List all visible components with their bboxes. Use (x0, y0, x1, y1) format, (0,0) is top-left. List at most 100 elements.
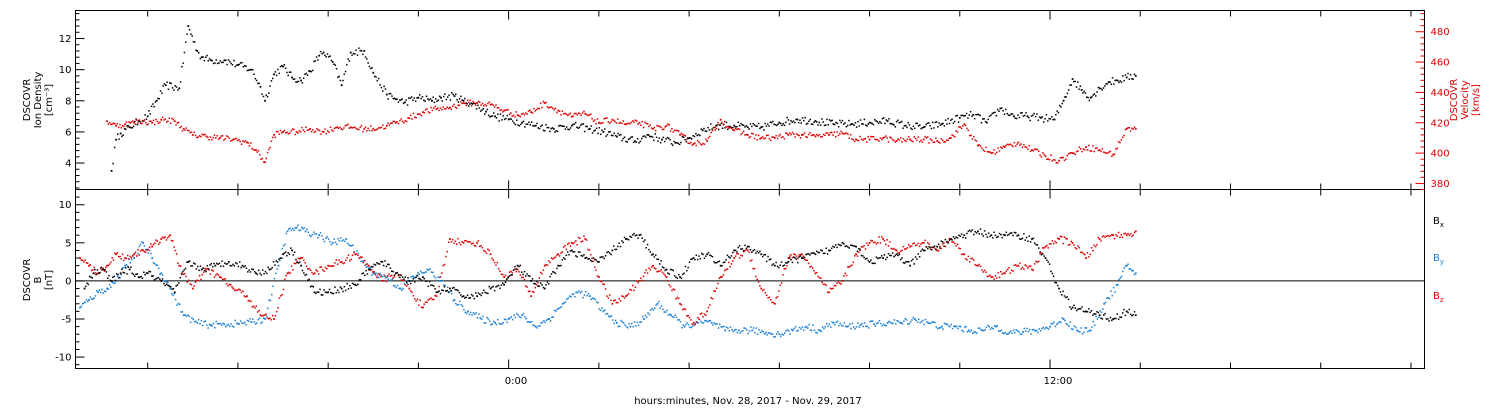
density-series-point (581, 123, 583, 125)
velocity-series-point (1066, 154, 1068, 157)
bz-series-point (963, 253, 966, 256)
by-series-point (337, 237, 339, 240)
density-series-point (346, 64, 348, 66)
velocity-series-point (790, 133, 792, 136)
by-series-point (721, 326, 724, 328)
bx-series-point (640, 233, 642, 236)
velocity-series-point (394, 121, 397, 124)
by-series-point (970, 329, 973, 331)
by-series-point (1070, 328, 1073, 330)
density-series-point (296, 81, 298, 83)
density-series-point (193, 41, 196, 43)
by-series-point (670, 314, 672, 317)
by-series-point (681, 326, 683, 329)
bx-series-point (255, 272, 257, 275)
density-series-point (290, 71, 292, 73)
density-series-point (1100, 87, 1102, 90)
density-series-point (925, 123, 928, 126)
by-series-point (509, 317, 511, 319)
bz-series-point (870, 239, 872, 242)
bx-series-point (931, 248, 933, 251)
by-series-point (541, 321, 544, 324)
density-series-point (560, 125, 563, 127)
bx-series-point (103, 269, 105, 271)
by-series-point (480, 318, 483, 320)
density-series-point (178, 87, 181, 90)
field-axis-title: DSCOVR B [nT] (22, 259, 55, 302)
bx-series-point (989, 235, 991, 238)
velocity-series-point (964, 124, 967, 127)
velocity-series-point (847, 133, 849, 135)
velocity-series-point (1109, 150, 1112, 153)
velocity-series-point (912, 140, 914, 143)
bx-series-point (862, 255, 864, 257)
bx-series-point (152, 275, 154, 277)
density-series-point (206, 54, 208, 57)
density-series-point (766, 123, 769, 125)
by-series-point (643, 318, 645, 320)
by-series-point (494, 321, 496, 324)
bx-series-point (369, 268, 371, 271)
bx-series-point (1062, 290, 1064, 293)
bx-series-point (416, 274, 419, 277)
density-series-point (494, 115, 496, 118)
bx-series-point (194, 263, 196, 265)
by-series-point (505, 318, 507, 321)
bz-series-point (572, 242, 574, 245)
density-series-point (968, 114, 971, 116)
bx-series-point (948, 239, 951, 241)
by-series-point (243, 321, 246, 324)
density-series-point (349, 51, 352, 54)
bz-series-point (488, 249, 490, 252)
by-series-point (475, 312, 477, 314)
by-series-point (418, 273, 421, 275)
bx-series-point (432, 285, 435, 287)
density-series-point (955, 115, 957, 117)
bz-series-point (579, 237, 581, 240)
bx-series-point (889, 254, 891, 257)
density-series-point (953, 120, 956, 123)
velocity-series-point (807, 133, 810, 136)
velocity-series-point (242, 140, 244, 142)
density-series-point (603, 128, 606, 130)
density-series-point (843, 123, 845, 125)
by-series-point (226, 324, 228, 327)
velocity-series-point (763, 137, 765, 140)
by-series-point (1083, 331, 1085, 334)
bz-series-point (1062, 242, 1064, 245)
by-series-point (877, 322, 879, 324)
by-series-point (662, 308, 664, 311)
bx-series-point (99, 271, 101, 274)
bz-series-point (832, 287, 834, 290)
velocity-series-point (878, 140, 880, 142)
bx-series-point (148, 270, 150, 273)
velocity-series-point (718, 123, 721, 126)
bx-series-point (748, 245, 750, 248)
bx-series-point (276, 261, 279, 263)
density-series-point (128, 126, 131, 129)
velocity-series-point (646, 123, 649, 125)
velocity-series-point (1008, 144, 1010, 146)
density-series-point (609, 131, 611, 133)
bz-series-point (142, 249, 145, 252)
velocity-series-point (266, 151, 269, 154)
velocity-series-point (537, 107, 539, 110)
by-series-point (137, 253, 139, 255)
velocity-series-point (1033, 148, 1036, 150)
bz-series-point (1089, 253, 1091, 256)
bx-series-point (1074, 307, 1077, 309)
by-series-point (297, 224, 299, 226)
bz-series-point (1066, 238, 1068, 240)
bz-series-point (737, 253, 740, 255)
density-series-point (397, 101, 400, 103)
velocity-series-point (602, 121, 604, 124)
by-series-point (798, 326, 801, 329)
velocity-series-point (542, 100, 545, 103)
velocity-series-point (890, 137, 892, 139)
by-series-point (273, 277, 276, 280)
by-series-point (377, 276, 380, 279)
bz-series-point (537, 281, 539, 284)
velocity-series-point (154, 123, 156, 126)
density-series-point (826, 118, 828, 121)
velocity-series-point (910, 139, 913, 142)
